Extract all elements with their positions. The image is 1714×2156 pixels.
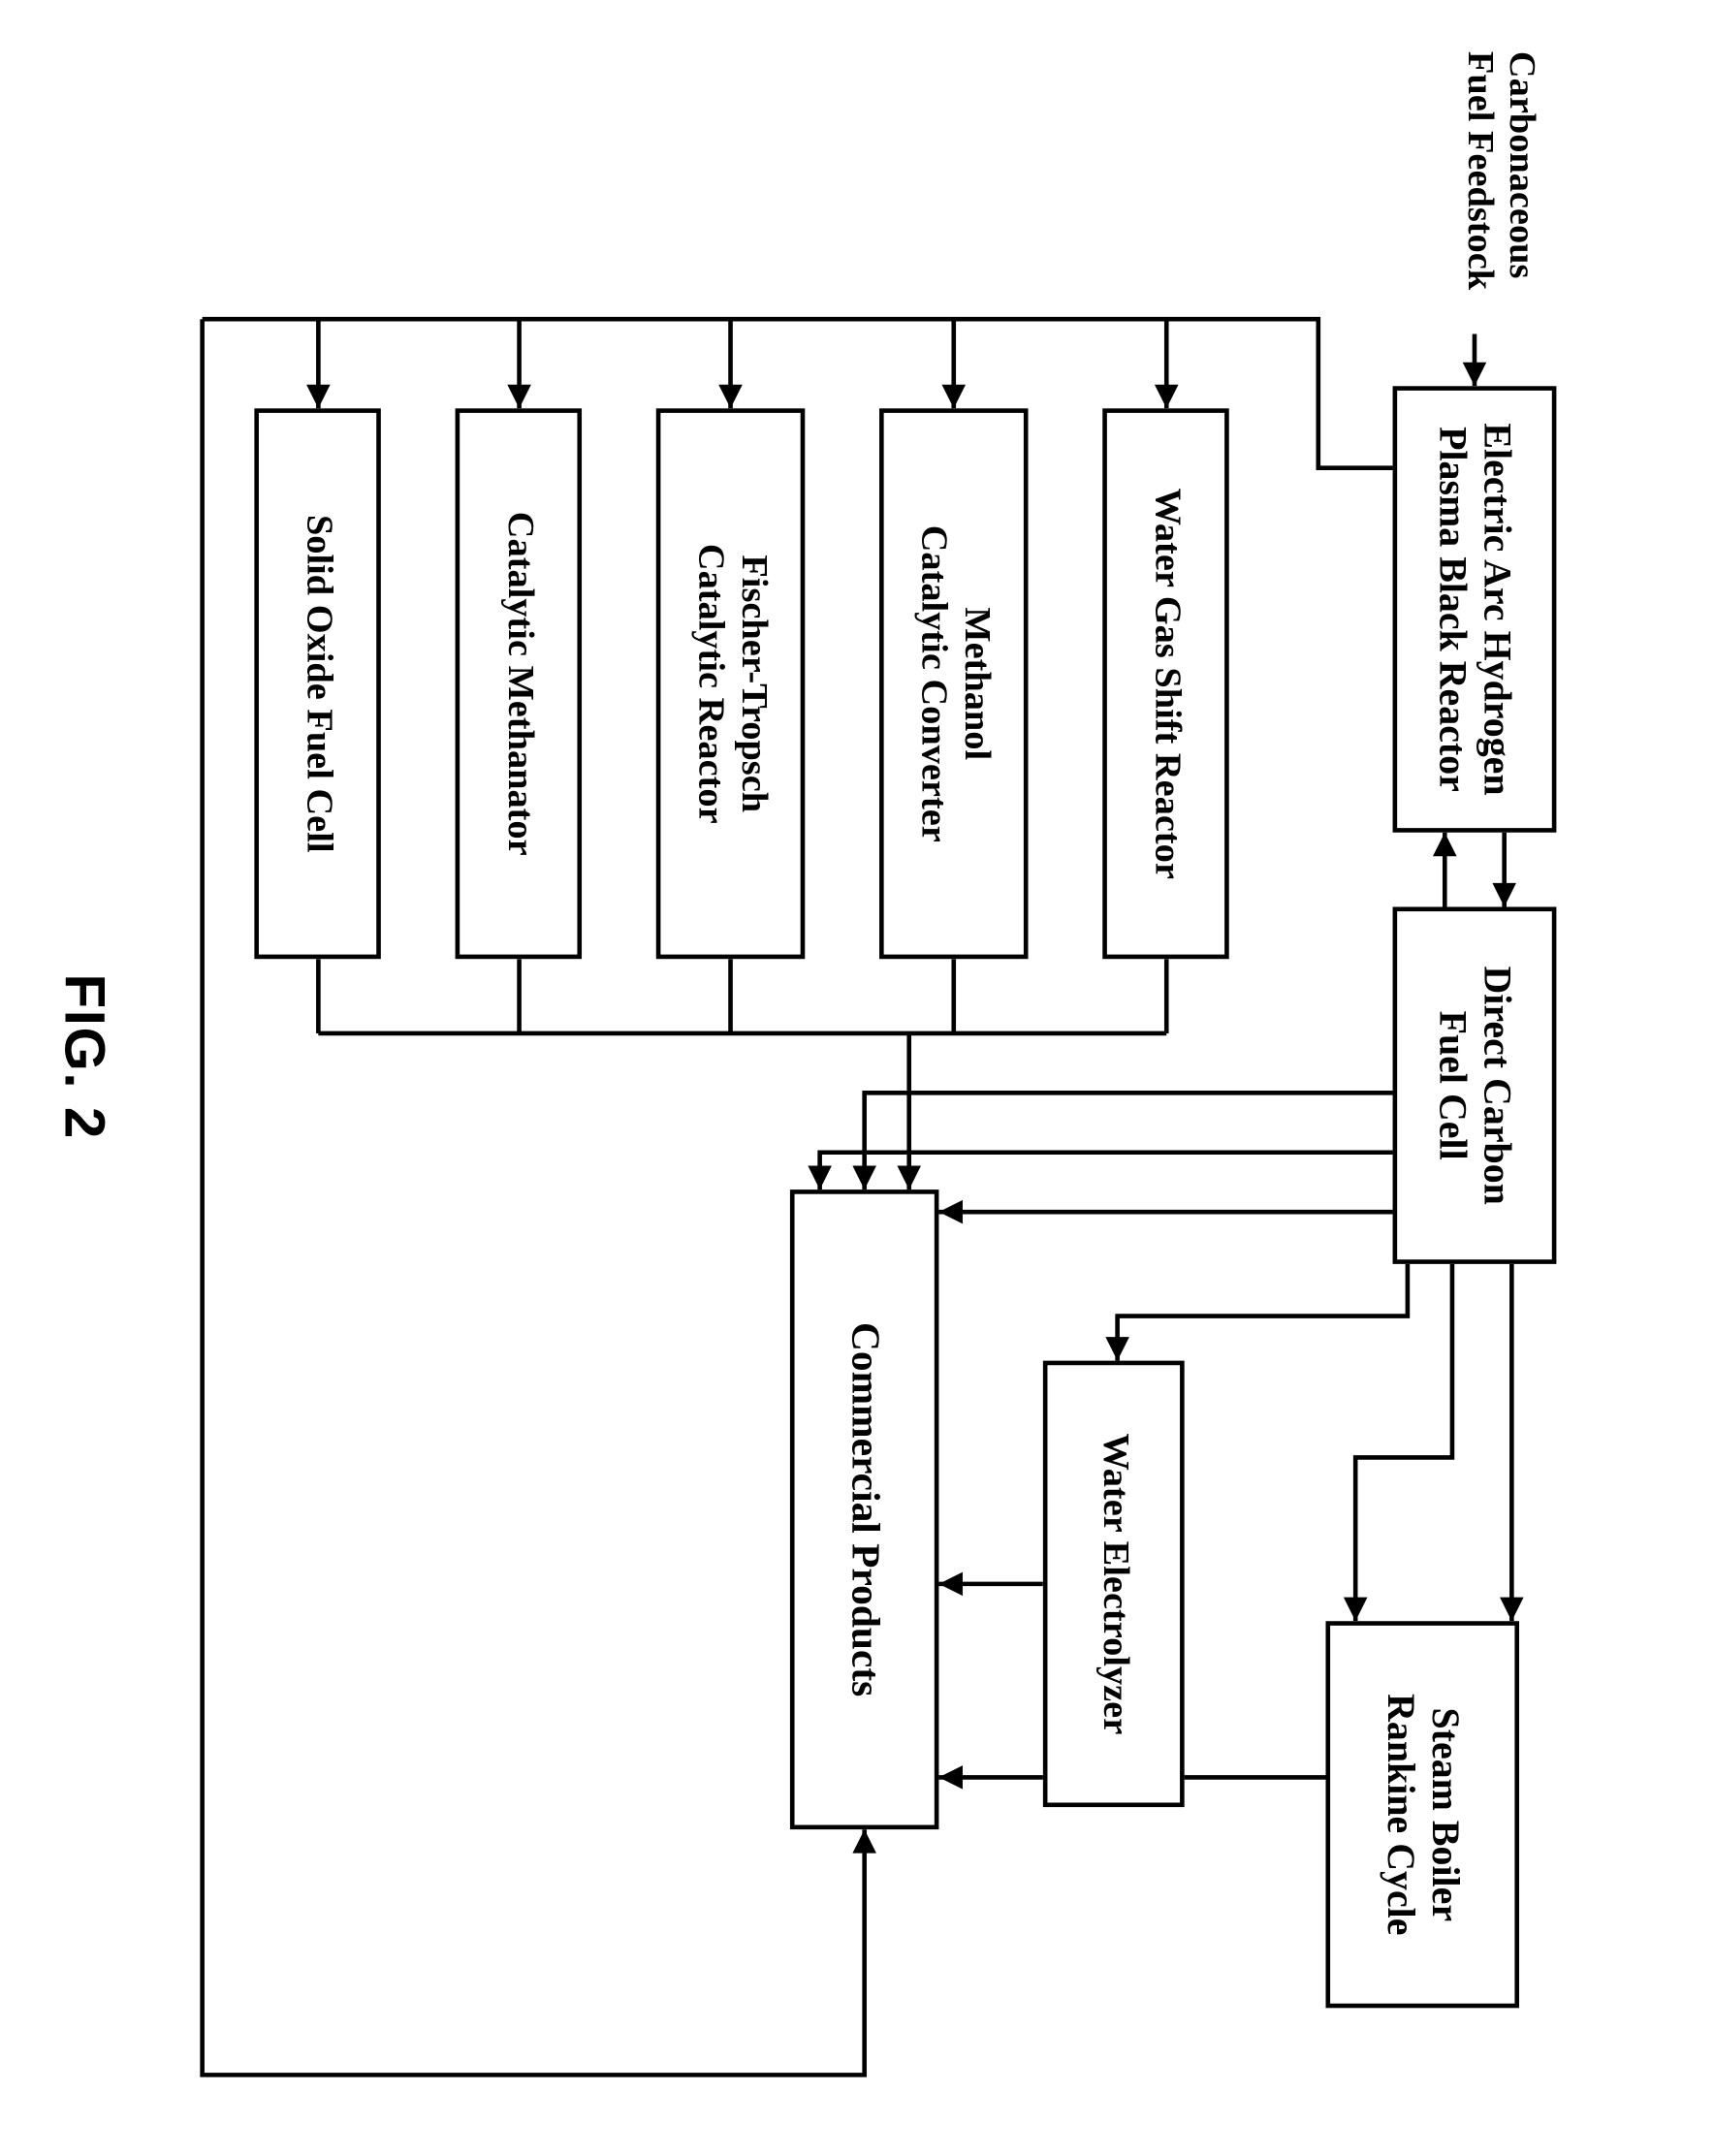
box-products-label: Commercial Products <box>841 1322 888 1696</box>
input-label: CarbonaceousFuel Feedstock <box>1460 51 1541 290</box>
box-methanol-label: MethanolCatalytic Converter <box>911 525 997 842</box>
box-sofc-label: Solid Oxide Fuel Cell <box>297 515 339 853</box>
box-ft-label: Fischer-TropschCatalytic Reactor <box>687 544 773 824</box>
box-wgs: Water Gas Shift Reactor <box>1102 408 1228 959</box>
box-boiler: Steam BoilerRankine Cycle <box>1325 1621 1519 2008</box>
box-ft: Fischer-TropschCatalytic Reactor <box>656 408 805 959</box>
page: { "figure_label": "FIG. 2", "input_label… <box>0 0 1714 2156</box>
box-dcfc: Direct CarbonFuel Cell <box>1393 906 1557 1263</box>
box-wgs-label: Water Gas Shift Reactor <box>1144 489 1187 879</box>
box-methanol: MethanolCatalytic Converter <box>879 408 1028 959</box>
box-reactor: Electric Arc HydrogenPlasma Black Reacto… <box>1393 386 1557 832</box>
figure-label: FIG. 2 <box>50 974 112 1140</box>
box-products: Commercial Products <box>790 1189 938 1829</box>
box-methanator-label: Catalytic Methanator <box>497 512 540 856</box>
diagram-rotated-wrapper: CarbonaceousFuel Feedstock Electric Arc … <box>23 21 1690 2135</box>
box-reactor-label: Electric Arc HydrogenPlasma Black Reacto… <box>1430 423 1519 795</box>
box-methanator: Catalytic Methanator <box>456 408 582 959</box>
box-electrolyzer: Water Electrolyzer <box>1043 1361 1185 1807</box>
box-boiler-label: Steam BoilerRankine Cycle <box>1378 1694 1467 1935</box>
box-sofc: Solid Oxide Fuel Cell <box>254 408 380 959</box>
diagram: CarbonaceousFuel Feedstock Electric Arc … <box>23 21 1690 2135</box>
box-dcfc-label: Direct CarbonFuel Cell <box>1430 966 1519 1204</box>
box-electrolyzer-label: Water Electrolyzer <box>1093 1433 1135 1734</box>
